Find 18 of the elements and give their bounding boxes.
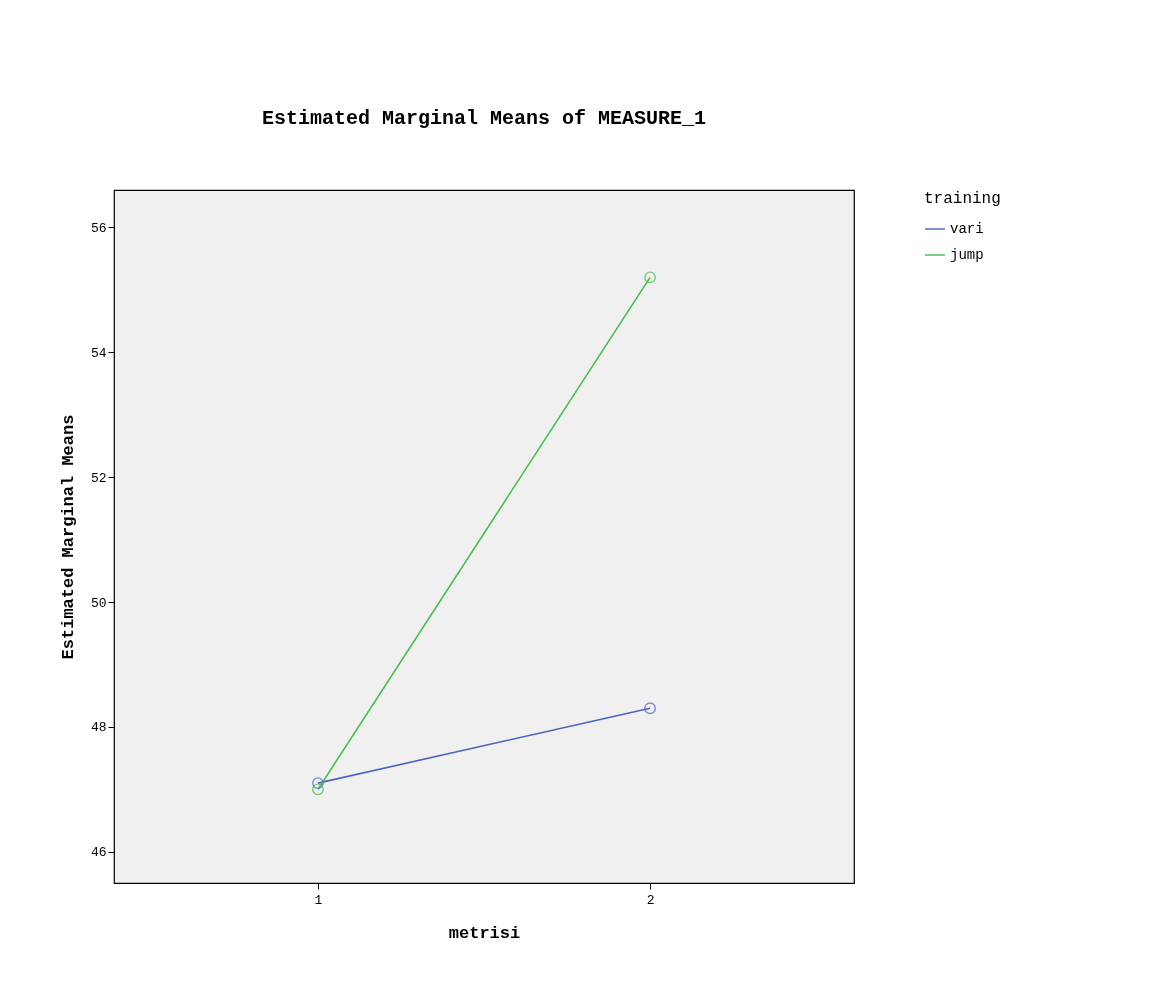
x-tick-label: 1 [314,892,323,908]
y-tick-label: 56 [90,220,107,236]
x-tick-label: 2 [646,892,655,908]
y-tick-label: 52 [90,470,107,486]
point [644,271,657,284]
point [644,702,657,715]
x-axis-title: metrisi [448,923,521,943]
y-tick-label: 54 [90,345,107,361]
point [311,783,324,796]
legend-label: vari [950,221,984,237]
y-tick-label: 48 [90,720,107,736]
chart-title: Estimated Marginal Means of MEASURE_1 [261,107,707,130]
y-tick-label: 50 [90,595,107,611]
y-axis-title: Estimated Marginal Means [58,414,78,660]
legend-title: training [924,190,1001,208]
legend-label: jump [950,247,984,263]
point [311,777,324,790]
y-tick-label: 46 [90,845,107,861]
